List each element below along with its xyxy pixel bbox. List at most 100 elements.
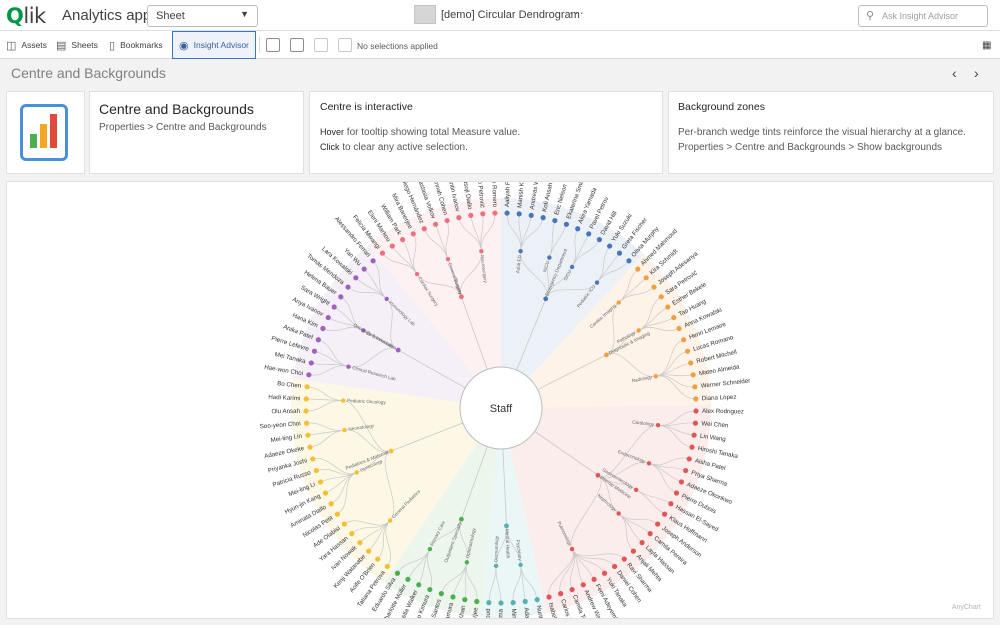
group-link — [461, 296, 488, 370]
leaf-link — [638, 327, 680, 332]
grid-layout-icon[interactable]: ▦ — [982, 40, 992, 51]
qlik-logo[interactable]: Qlik — [6, 4, 46, 28]
leaf-link — [655, 375, 696, 400]
sub-link — [348, 347, 399, 368]
group-background-wedge — [528, 253, 711, 408]
leaf-node — [304, 384, 310, 390]
ask-insight-advisor-input[interactable]: ⚲ Ask Insight Advisor — [858, 5, 988, 27]
leaf-node — [540, 215, 546, 221]
leaf-link — [344, 520, 391, 526]
leaf-node — [338, 294, 344, 300]
leaf-node — [552, 217, 558, 224]
group-link — [390, 422, 463, 452]
leaf-node — [384, 563, 390, 570]
circular-dendrogram[interactable]: Aaliyah Patel Manish Kumar Andreas WagnerK… — [7, 182, 993, 618]
group-background-wedge — [501, 198, 644, 378]
leaf-node — [693, 396, 699, 402]
sub-link — [597, 474, 619, 514]
leaf-node — [563, 221, 570, 227]
leaf-node — [692, 384, 698, 390]
sub-node — [547, 255, 552, 260]
group-label: Mental Health — [503, 529, 510, 559]
leaf-node — [569, 586, 575, 593]
leaf-node — [498, 600, 504, 606]
center-node[interactable] — [459, 366, 543, 450]
leaf-node — [621, 556, 627, 562]
sub-label: Neurosurgery — [480, 255, 489, 284]
sub-link — [597, 474, 637, 491]
leaf-node — [328, 501, 334, 507]
leaf-node — [416, 582, 422, 588]
bookmark-icon: ▯ — [109, 39, 116, 52]
clear-selections-icon[interactable] — [338, 38, 352, 52]
group-node — [459, 516, 464, 522]
sub-node — [653, 374, 658, 379]
leaf-node — [661, 511, 668, 517]
step-back-icon[interactable] — [314, 38, 328, 52]
group-background-wedge — [481, 448, 547, 618]
sub-node — [387, 518, 393, 523]
leaf-node — [601, 570, 608, 576]
group-node — [459, 294, 464, 300]
toolbar-divider — [259, 37, 260, 53]
leaf-node — [357, 540, 363, 546]
sub-label: Cardiology — [632, 420, 655, 427]
sheets-button[interactable]: ▤ Sheets — [56, 31, 98, 59]
sub-label: Psychiatry — [515, 539, 523, 561]
nodes — [303, 210, 699, 606]
previous-sheet-button[interactable]: ‹ — [952, 65, 957, 81]
leaf-node — [643, 275, 649, 281]
sub-link — [606, 302, 619, 356]
top-bar: Qlik Analytics app Sheet ▼ [demo] Circul… — [0, 0, 1000, 31]
more-options-icon[interactable]: ··· — [569, 5, 585, 20]
leaf-label: Min-young Choi — [510, 608, 520, 618]
leaf-node — [334, 511, 341, 517]
leaf-link — [512, 564, 522, 603]
ask-placeholder: Ask Insight Advisor — [882, 11, 959, 21]
next-sheet-button[interactable]: › — [974, 65, 979, 81]
leaf-link — [648, 462, 677, 494]
zones-line-1: Per-branch wedge tints reinforce the vis… — [678, 127, 966, 138]
leaf-node — [630, 548, 637, 554]
leaf-node — [626, 258, 632, 264]
leaf-link — [372, 260, 387, 300]
leaf-node — [379, 250, 386, 256]
insight-advisor-button[interactable]: ◉ Insight Advisor — [172, 31, 256, 59]
leaf-link — [596, 260, 630, 283]
leaf-node — [690, 372, 696, 378]
assets-button[interactable]: ◫ Assets — [6, 31, 47, 59]
sub-node — [342, 427, 347, 433]
leaf-link — [312, 458, 357, 475]
leaf-link — [397, 548, 431, 574]
anychart-watermark: AnyChart — [951, 604, 981, 611]
sub-node — [361, 328, 366, 333]
bookmarks-button[interactable]: ▯ Bookmarks — [109, 31, 163, 59]
leaf-node — [315, 337, 321, 343]
leaf-node — [394, 570, 401, 576]
card-text: Per-branch wedge tints reinforce the vis… — [678, 125, 984, 155]
selections-tool-icon[interactable] — [290, 38, 304, 52]
sheet-selector[interactable]: Sheet ▼ — [147, 5, 258, 27]
card-subtitle: Properties > Centre and Backgrounds — [99, 122, 267, 133]
sheet-title: Centre and Backgrounds — [11, 65, 166, 81]
leaf-label: Alex Rodriguez — [702, 408, 744, 416]
leaf-node — [639, 540, 645, 546]
leaf-link — [318, 339, 349, 368]
title-card: Centre and Backgrounds Properties > Cent… — [89, 91, 304, 174]
leaf-link — [571, 548, 625, 560]
leaf-link — [480, 213, 496, 252]
sub-node — [427, 546, 433, 552]
leaf-node — [575, 226, 581, 232]
sub-label: Adult ED — [515, 254, 522, 273]
leaf-node — [558, 591, 564, 597]
leaf-node — [322, 490, 329, 496]
bookmarks-label: Bookmarks — [120, 40, 163, 50]
sub-node — [346, 364, 351, 369]
sub-link — [384, 450, 395, 521]
sub-link — [459, 519, 468, 563]
leaf-node — [462, 597, 468, 603]
smart-search-icon[interactable] — [266, 38, 280, 52]
sub-node — [464, 560, 470, 565]
sub-node — [616, 511, 621, 516]
icon-bar — [30, 134, 37, 148]
